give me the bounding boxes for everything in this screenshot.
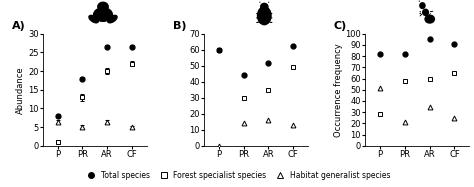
Ellipse shape <box>94 8 112 21</box>
Ellipse shape <box>98 2 108 11</box>
Ellipse shape <box>425 15 434 23</box>
Y-axis label: Occurrence frequency: Occurrence frequency <box>334 43 343 137</box>
Ellipse shape <box>420 3 425 8</box>
FancyArrowPatch shape <box>430 11 433 12</box>
FancyArrowPatch shape <box>420 13 421 14</box>
Text: B): B) <box>173 22 186 31</box>
Legend: Total species, Forest specialist species, Habitat generalist species: Total species, Forest specialist species… <box>80 168 394 183</box>
Text: A): A) <box>11 22 25 31</box>
Ellipse shape <box>108 15 117 23</box>
Text: C): C) <box>334 22 347 31</box>
Ellipse shape <box>89 15 98 23</box>
Y-axis label: Abundance: Abundance <box>16 66 25 114</box>
Ellipse shape <box>423 9 428 16</box>
FancyArrowPatch shape <box>429 15 430 16</box>
FancyArrowPatch shape <box>420 14 421 16</box>
Ellipse shape <box>261 3 268 10</box>
Ellipse shape <box>257 7 271 25</box>
